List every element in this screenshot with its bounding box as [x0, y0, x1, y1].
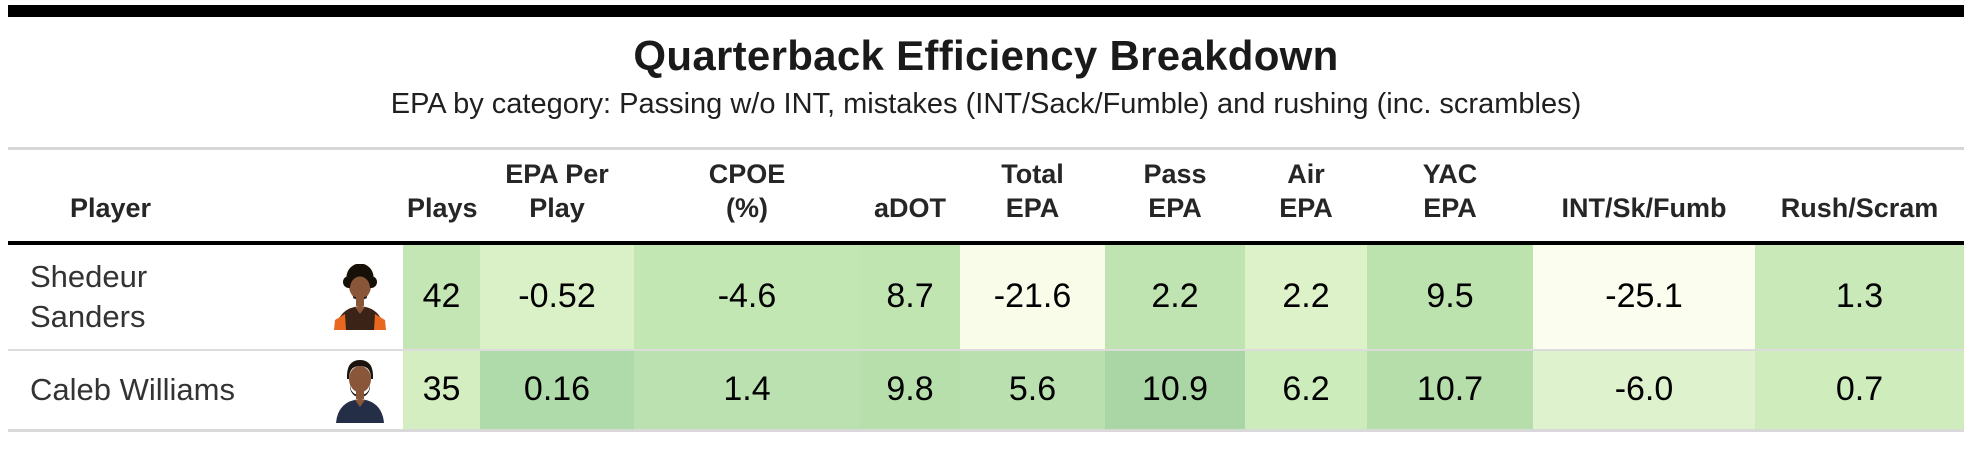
column-header-plays: Plays — [403, 150, 480, 245]
stat-cell: 2.2 — [1105, 242, 1245, 351]
caleb-williams-headshot — [336, 359, 384, 423]
stat-cell: 6.2 — [1245, 349, 1367, 432]
table-header: Player Plays EPA Per Play CPOE (%) aDOT Total… — [8, 150, 1964, 245]
stat-cell: 0.16 — [480, 349, 634, 432]
player-name: Shedeur Sanders — [30, 259, 148, 334]
stat-cell: 9.5 — [1367, 242, 1533, 351]
stat-cell: 9.8 — [860, 349, 960, 432]
column-header-epa-per-play: EPA Per Play — [480, 150, 634, 245]
stat-cell: 1.4 — [634, 349, 860, 432]
stat-cell: -4.6 — [634, 242, 860, 351]
table-row: Caleb Williams 35 0.16 1.4 9.8 5.6 10.9 6.2 10.7… — [8, 349, 1964, 432]
page-subtitle: EPA by category: Passing w/o INT, mistak… — [390, 88, 1582, 120]
stat-cell: 10.7 — [1367, 349, 1533, 432]
column-header-player: Player — [8, 150, 403, 245]
column-header-total-epa: Total EPA — [960, 150, 1105, 245]
shedeur-sanders-headshot — [334, 263, 386, 330]
player-wrap: Caleb Williams — [30, 357, 389, 423]
column-header-pass-epa: Pass EPA — [1105, 150, 1245, 245]
column-header-cpoe: CPOE (%) — [634, 150, 860, 245]
stat-cell: -21.6 — [960, 242, 1105, 351]
stat-cell: 8.7 — [860, 242, 960, 351]
stat-cell: 35 — [403, 349, 480, 432]
player-cell: Caleb Williams — [8, 349, 403, 432]
qb-efficiency-table: Player Plays EPA Per Play CPOE (%) aDOT Total… — [8, 150, 1964, 432]
page-title: Quarterback Efficiency Breakdown — [633, 32, 1339, 79]
stat-cell: 5.6 — [960, 349, 1105, 432]
stat-cell: 1.3 — [1755, 242, 1964, 351]
table-header-row: Player Plays EPA Per Play CPOE (%) aDOT Total… — [8, 150, 1964, 245]
subtitle-rule — [8, 147, 1964, 150]
stat-cell: -25.1 — [1533, 242, 1755, 351]
stat-cell: 42 — [403, 242, 480, 351]
table-row: Shedeur Sanders 42 -0.52 -4.6 8.7 -21.6 2.2 2.2… — [8, 242, 1964, 351]
stat-cell: 10.9 — [1105, 349, 1245, 432]
player-wrap: Shedeur Sanders — [30, 257, 389, 335]
table-body: Shedeur Sanders 42 -0.52 -4.6 8.7 -21.6 2.2 2.2… — [8, 242, 1964, 432]
player-name: Caleb Williams — [30, 372, 235, 408]
column-header-int-sk-fumb: INT/Sk/Fumb — [1533, 150, 1755, 245]
stat-cell: 2.2 — [1245, 242, 1367, 351]
column-header-air-epa: Air EPA — [1245, 150, 1367, 245]
stat-cell: 0.7 — [1755, 349, 1964, 432]
top-divider-bar — [8, 5, 1964, 17]
column-header-rush-scram: Rush/Scram — [1755, 150, 1964, 245]
player-cell: Shedeur Sanders — [8, 242, 403, 351]
column-header-adot: aDOT — [860, 150, 960, 245]
stat-cell: -0.52 — [480, 242, 634, 351]
stat-cell: -6.0 — [1533, 349, 1755, 432]
column-header-yac-epa: YAC EPA — [1367, 150, 1533, 245]
